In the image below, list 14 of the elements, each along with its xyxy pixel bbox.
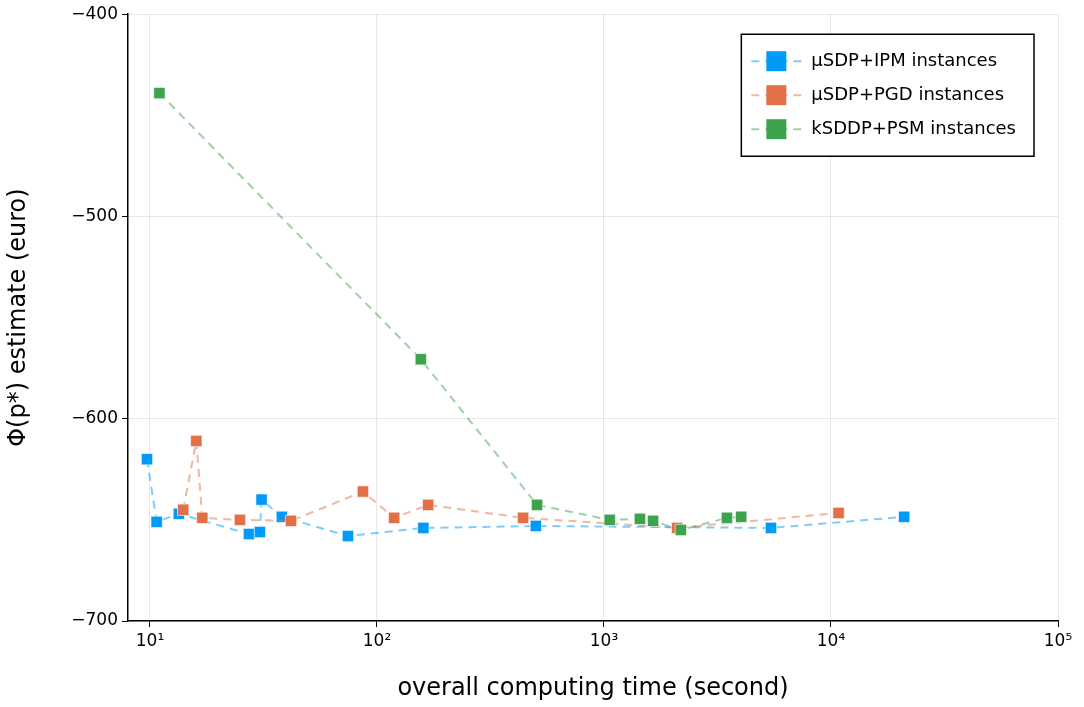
x-tick-label: 10³: [589, 629, 619, 650]
legend-label: kSDDP+PSM instances: [811, 116, 1016, 138]
x-axis-title: overall computing time (second): [397, 672, 789, 701]
y-axis-title: Φ(p*) estimate (euro): [2, 188, 31, 447]
y-tick-label: −500: [71, 204, 118, 225]
legend-label: μSDP+PGD instances: [811, 82, 1005, 104]
x-tick-label: 10²: [362, 629, 392, 650]
legend-label: μSDP+IPM instances: [811, 48, 998, 70]
x-tick-label: 10⁴: [816, 629, 846, 650]
y-tick-label: −600: [71, 407, 118, 428]
x-tick-label: 10⁵: [1043, 629, 1073, 650]
x-tick-label: 10¹: [135, 629, 165, 650]
y-tick-label: −400: [71, 2, 118, 23]
y-tick-label: −700: [71, 609, 118, 630]
